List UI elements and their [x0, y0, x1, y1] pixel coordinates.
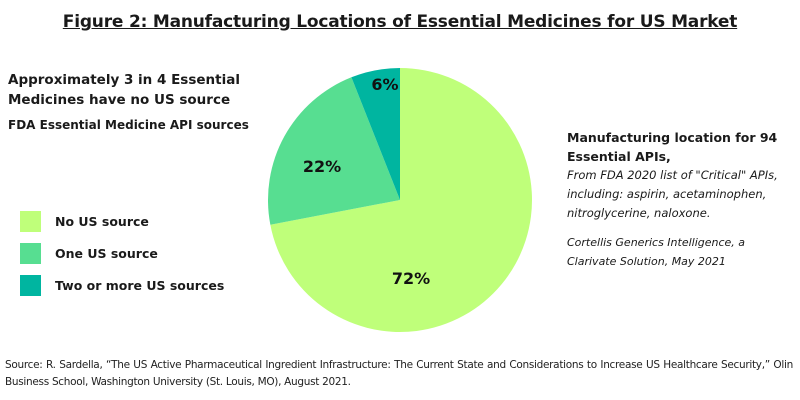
- legend-label: Two or more US sources: [55, 277, 225, 293]
- pie-slice: [268, 77, 400, 225]
- legend-label: One US source: [55, 245, 158, 261]
- source-citation: Source: R. Sardella, “The US Active Phar…: [5, 359, 793, 388]
- subhead: FDA Essential Medicine API sources: [8, 118, 249, 132]
- pie-slice: [351, 68, 400, 200]
- pie-slice: [270, 68, 533, 332]
- legend: No US source One US source Two or more U…: [20, 210, 224, 306]
- legend-item-one-us-source: One US source: [20, 242, 224, 264]
- note-description: From FDA 2020 list of "Critical" APIs, i…: [567, 168, 778, 220]
- legend-swatch: [20, 274, 41, 296]
- legend-swatch: [20, 242, 41, 264]
- note-credit: Cortellis Generics Intelligence, a Clari…: [567, 236, 746, 268]
- chart-note: Manufacturing location for 94 Essential …: [567, 128, 797, 271]
- pie-slices: [268, 68, 533, 332]
- slice-label-two-plus: 6%: [371, 75, 398, 94]
- legend-swatch: [20, 210, 41, 232]
- legend-item-two-or-more: Two or more US sources: [20, 274, 224, 296]
- legend-label: No US source: [55, 213, 149, 229]
- headline: Approximately 3 in 4 Essential Medicines…: [8, 72, 240, 108]
- note-title: Manufacturing location for 94 Essential …: [567, 130, 778, 164]
- slice-label-one-us: 22%: [303, 157, 341, 176]
- slice-label-no-us: 72%: [392, 269, 430, 288]
- legend-item-no-us-source: No US source: [20, 210, 224, 232]
- chart-title: Figure 2: Manufacturing Locations of Ess…: [62, 12, 738, 32]
